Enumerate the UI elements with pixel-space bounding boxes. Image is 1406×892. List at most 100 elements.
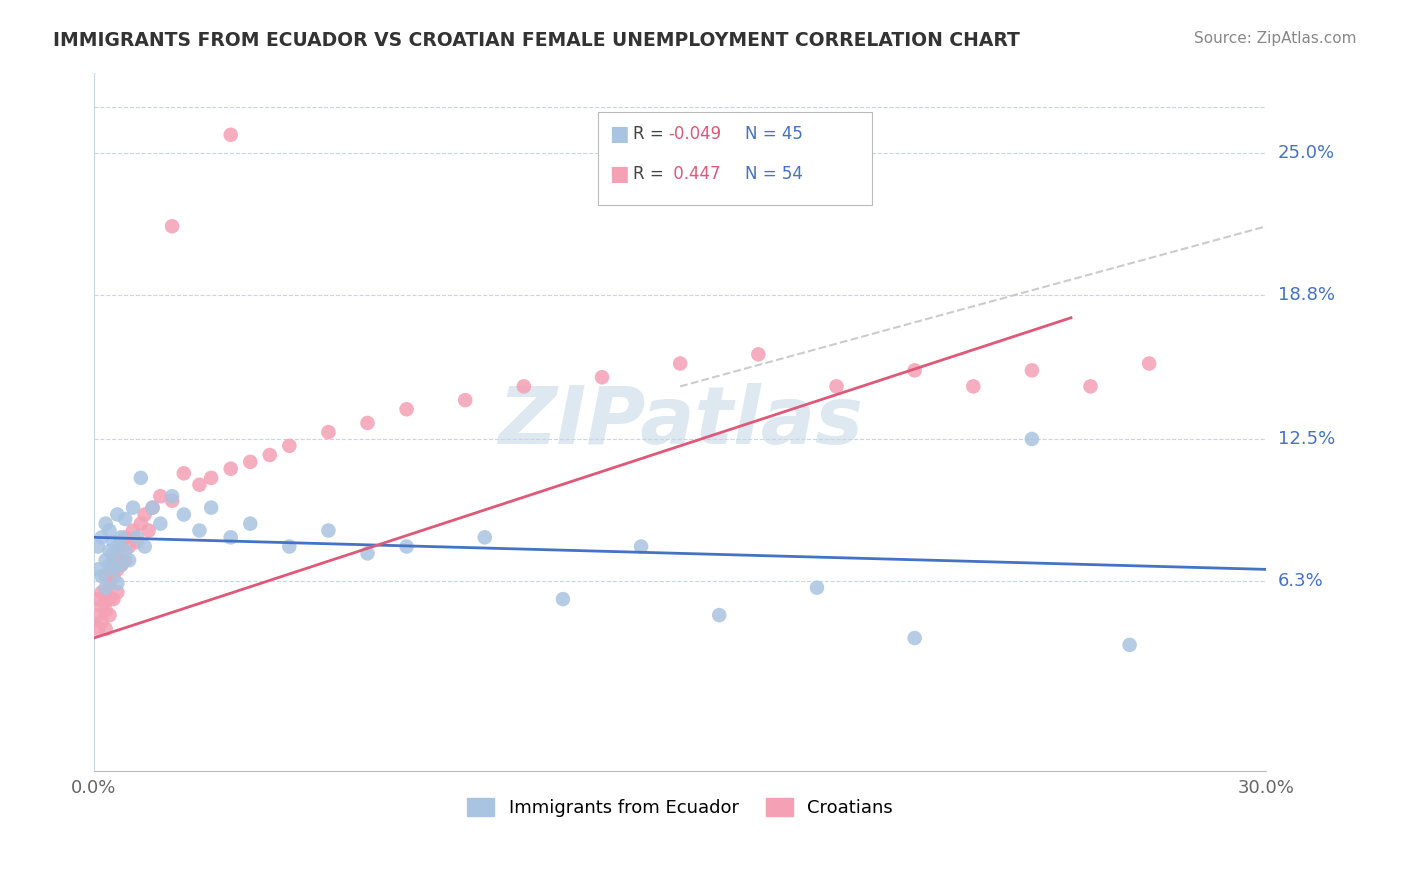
Point — [219, 128, 242, 142]
Point — [98, 558, 121, 572]
Point — [98, 576, 121, 591]
Point — [142, 500, 165, 515]
Text: IMMIGRANTS FROM ECUADOR VS CROATIAN FEMALE UNEMPLOYMENT CORRELATION CHART: IMMIGRANTS FROM ECUADOR VS CROATIAN FEMA… — [53, 31, 1021, 50]
Point — [98, 608, 121, 623]
Point — [94, 569, 117, 583]
Point — [806, 581, 828, 595]
Point — [259, 448, 281, 462]
Point — [94, 603, 117, 617]
Point — [356, 416, 378, 430]
Point — [90, 530, 112, 544]
Point — [103, 562, 125, 576]
Point — [904, 363, 927, 377]
Point — [200, 471, 222, 485]
Point — [188, 524, 211, 538]
Point — [125, 535, 148, 549]
Point — [709, 608, 731, 623]
Point — [125, 530, 148, 544]
Point — [98, 544, 121, 558]
Point — [138, 524, 160, 538]
Point — [278, 540, 301, 554]
Point — [454, 393, 477, 408]
Point — [122, 500, 145, 515]
Point — [103, 535, 125, 549]
Text: R =: R = — [633, 125, 669, 143]
Point — [395, 540, 418, 554]
Point — [278, 439, 301, 453]
Point — [129, 471, 152, 485]
Point — [110, 558, 132, 572]
Text: ZIPatlas: ZIPatlas — [498, 383, 863, 461]
Point — [103, 569, 125, 583]
Point — [747, 347, 769, 361]
Point — [87, 622, 110, 636]
Point — [239, 455, 262, 469]
Point — [825, 379, 848, 393]
Text: 18.8%: 18.8% — [1278, 285, 1334, 304]
Point — [200, 500, 222, 515]
Point — [173, 467, 195, 481]
Point — [110, 530, 132, 544]
Point — [87, 608, 110, 623]
Point — [904, 631, 927, 645]
Point — [134, 508, 156, 522]
Point — [98, 592, 121, 607]
Point — [160, 489, 183, 503]
Point — [160, 493, 183, 508]
Point — [134, 540, 156, 554]
Text: ■: ■ — [609, 124, 628, 144]
Text: -0.049: -0.049 — [668, 125, 721, 143]
Point — [90, 569, 112, 583]
Point — [94, 622, 117, 636]
Point — [318, 524, 340, 538]
Point — [103, 553, 125, 567]
Point — [90, 615, 112, 629]
Point — [103, 592, 125, 607]
Point — [513, 379, 536, 393]
Point — [1021, 363, 1043, 377]
Point — [103, 546, 125, 560]
Point — [129, 516, 152, 531]
Point — [591, 370, 613, 384]
Text: 12.5%: 12.5% — [1278, 430, 1334, 448]
Point — [110, 535, 132, 549]
Point — [149, 489, 172, 503]
Point — [474, 530, 496, 544]
Point — [1118, 638, 1140, 652]
Point — [105, 562, 128, 576]
Point — [94, 516, 117, 531]
Point — [669, 357, 692, 371]
Point — [160, 219, 183, 234]
Point — [173, 508, 195, 522]
Point — [551, 592, 574, 607]
Point — [94, 585, 117, 599]
Point — [118, 540, 141, 554]
Point — [90, 599, 112, 613]
Point — [94, 581, 117, 595]
Point — [395, 402, 418, 417]
Point — [87, 562, 110, 576]
Point — [114, 530, 136, 544]
Point — [122, 524, 145, 538]
Point — [118, 553, 141, 567]
Point — [94, 553, 117, 567]
Point — [98, 524, 121, 538]
Point — [630, 540, 652, 554]
Point — [1021, 432, 1043, 446]
Point — [219, 530, 242, 544]
Point — [962, 379, 984, 393]
Point — [110, 558, 132, 572]
Point — [356, 546, 378, 560]
Point — [149, 516, 172, 531]
Point — [188, 477, 211, 491]
Point — [105, 585, 128, 599]
Text: N = 54: N = 54 — [745, 165, 803, 183]
Text: 25.0%: 25.0% — [1278, 144, 1334, 162]
Point — [87, 592, 110, 607]
Text: 0.447: 0.447 — [668, 165, 720, 183]
Legend: Immigrants from Ecuador, Croatians: Immigrants from Ecuador, Croatians — [460, 790, 900, 824]
Text: 6.3%: 6.3% — [1278, 572, 1323, 590]
Point — [87, 540, 110, 554]
Text: ■: ■ — [609, 164, 628, 184]
Point — [114, 553, 136, 567]
